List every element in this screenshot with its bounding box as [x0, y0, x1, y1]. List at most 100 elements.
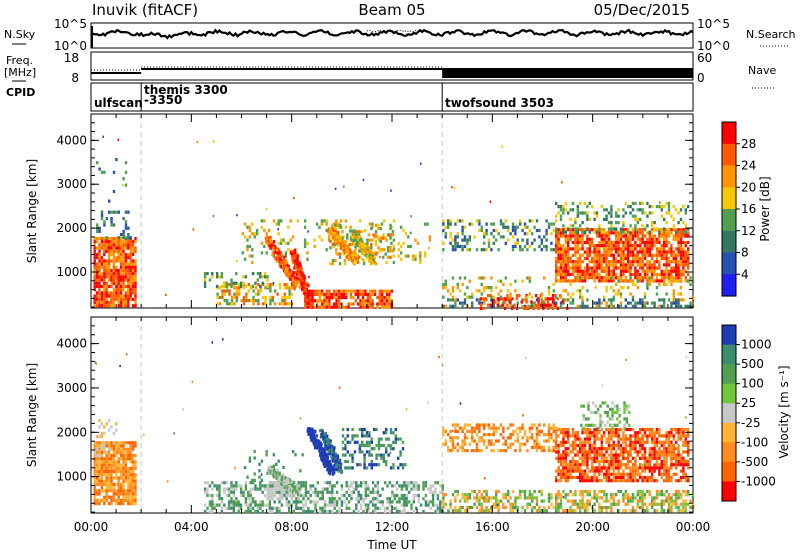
power-echo-cell: [385, 296, 389, 300]
power-echo-cell: [134, 300, 137, 305]
power-echo-cell: [542, 300, 545, 304]
velocity-echo-cell: [261, 500, 264, 504]
velocity-echo-cell: [456, 442, 459, 446]
velocity-echo-cell: [110, 460, 113, 464]
power-echo-cell: [545, 248, 548, 252]
power-echo-cell: [667, 276, 671, 280]
power-echo-cell: [576, 240, 579, 245]
velocity-echo-cell: [371, 487, 375, 491]
power-echo-cell: [110, 220, 113, 224]
velocity-echo-cell: [110, 479, 113, 483]
velocity-echo-cell: [497, 489, 500, 494]
power-echo-cell: [576, 247, 579, 251]
power-echo-cell: [619, 279, 623, 283]
power-echo-cell: [557, 247, 560, 251]
power-echo-cell: [639, 228, 642, 232]
power-echo-cell: [581, 237, 584, 241]
power-echo-cell: [107, 256, 111, 260]
power-echo-cell: [122, 300, 125, 305]
power-echo-cell: [684, 256, 687, 261]
power-echo-cell: [540, 301, 543, 305]
velocity-echo-cell: [110, 473, 113, 477]
power-echo-cell: [98, 294, 101, 298]
power-echo-cell: [100, 291, 104, 295]
power-echo-cell: [95, 262, 99, 266]
power-echo-cell: [127, 291, 130, 295]
velocity-echo-cell: [473, 496, 476, 500]
velocity-echo-cell: [321, 493, 324, 498]
power-echo-speck: [379, 255, 381, 259]
power-echo-cell: [502, 225, 505, 229]
power-echo-streak: [293, 266, 296, 270]
power-echo-cell: [235, 295, 238, 299]
velocity-echo-cell: [555, 509, 558, 513]
power-echo-cell: [117, 291, 120, 295]
velocity-echo-cell: [107, 489, 111, 493]
velocity-echo-cell: [127, 441, 130, 445]
power-echo-cell: [663, 231, 666, 235]
velocity-echo-cell: [583, 505, 587, 510]
velocity-echo-cell: [401, 447, 405, 451]
power-echo-streak: [297, 280, 300, 284]
power-echo-cell: [110, 278, 113, 282]
power-echo-cell: [648, 279, 651, 283]
velocity-echo-cell: [648, 489, 651, 494]
power-echo-streak: [295, 276, 298, 280]
power-echo-cell: [419, 251, 422, 255]
power-echo-cell: [569, 228, 572, 232]
velocity-echo-cell: [617, 509, 620, 513]
velocity-echo-cell: [271, 497, 274, 501]
power-echo-cell: [509, 232, 512, 236]
velocity-echo-cell: [244, 503, 248, 507]
power-echo-cell: [576, 244, 579, 248]
power-echo-cell: [239, 281, 243, 285]
power-echo-cell: [658, 279, 661, 283]
power-echo-cell: [335, 251, 338, 255]
power-echo-cell: [677, 234, 680, 238]
power-echo-cell: [603, 247, 606, 251]
velocity-echo-cell: [605, 493, 608, 497]
velocity-echo-cell: [122, 482, 125, 486]
power-echo-cell: [598, 247, 601, 251]
power-echo-cell: [228, 292, 231, 296]
power-echo-cell: [641, 250, 644, 254]
velocity-echo-cell: [237, 503, 240, 507]
power-echo-cell: [378, 289, 381, 293]
velocity-echo-cell: [379, 506, 382, 510]
power-echo-cell: [119, 259, 123, 263]
power-echo-cell: [677, 279, 680, 283]
power-echo-cell: [471, 295, 474, 299]
power-echo-cell: [246, 225, 249, 229]
velocity-echo-cell: [473, 449, 476, 453]
velocity-echo-cell: [615, 493, 618, 497]
power-echo-cell: [555, 230, 558, 234]
velocity-echo-cell: [540, 493, 543, 497]
power-echo-cell: [378, 302, 381, 306]
power-echo-cell: [98, 265, 101, 269]
power-echo-cell: [100, 259, 104, 263]
velocity-echo-cell: [127, 489, 130, 493]
velocity-echo-cell: [124, 479, 128, 483]
power-echo-cell: [369, 299, 372, 303]
velocity-echo-cell: [466, 499, 469, 503]
power-echo-cell: [321, 302, 324, 306]
power-echo-cell: [215, 275, 219, 279]
power-echo-cell: [622, 234, 625, 238]
velocity-echo-cell: [302, 506, 305, 510]
power-echo-cell: [511, 297, 514, 301]
power-echo-cell: [679, 217, 683, 221]
power-echo-cell: [533, 304, 536, 308]
velocity-echo-cell: [407, 481, 411, 485]
power-echo-cell: [444, 225, 447, 229]
velocity-echo-cell: [100, 422, 104, 426]
power-echo-cell: [283, 299, 286, 303]
velocity-echo-cell: [660, 505, 663, 510]
power-echo-cell: [257, 292, 260, 296]
power-echo-cell: [665, 272, 668, 277]
power-echo-cell: [271, 295, 274, 299]
velocity-echo-cell: [239, 484, 243, 488]
power-echo-cell: [595, 304, 599, 308]
power-echo-streak: [353, 229, 356, 233]
power-echo-streak: [310, 298, 313, 302]
power-echo-cell: [555, 214, 558, 218]
